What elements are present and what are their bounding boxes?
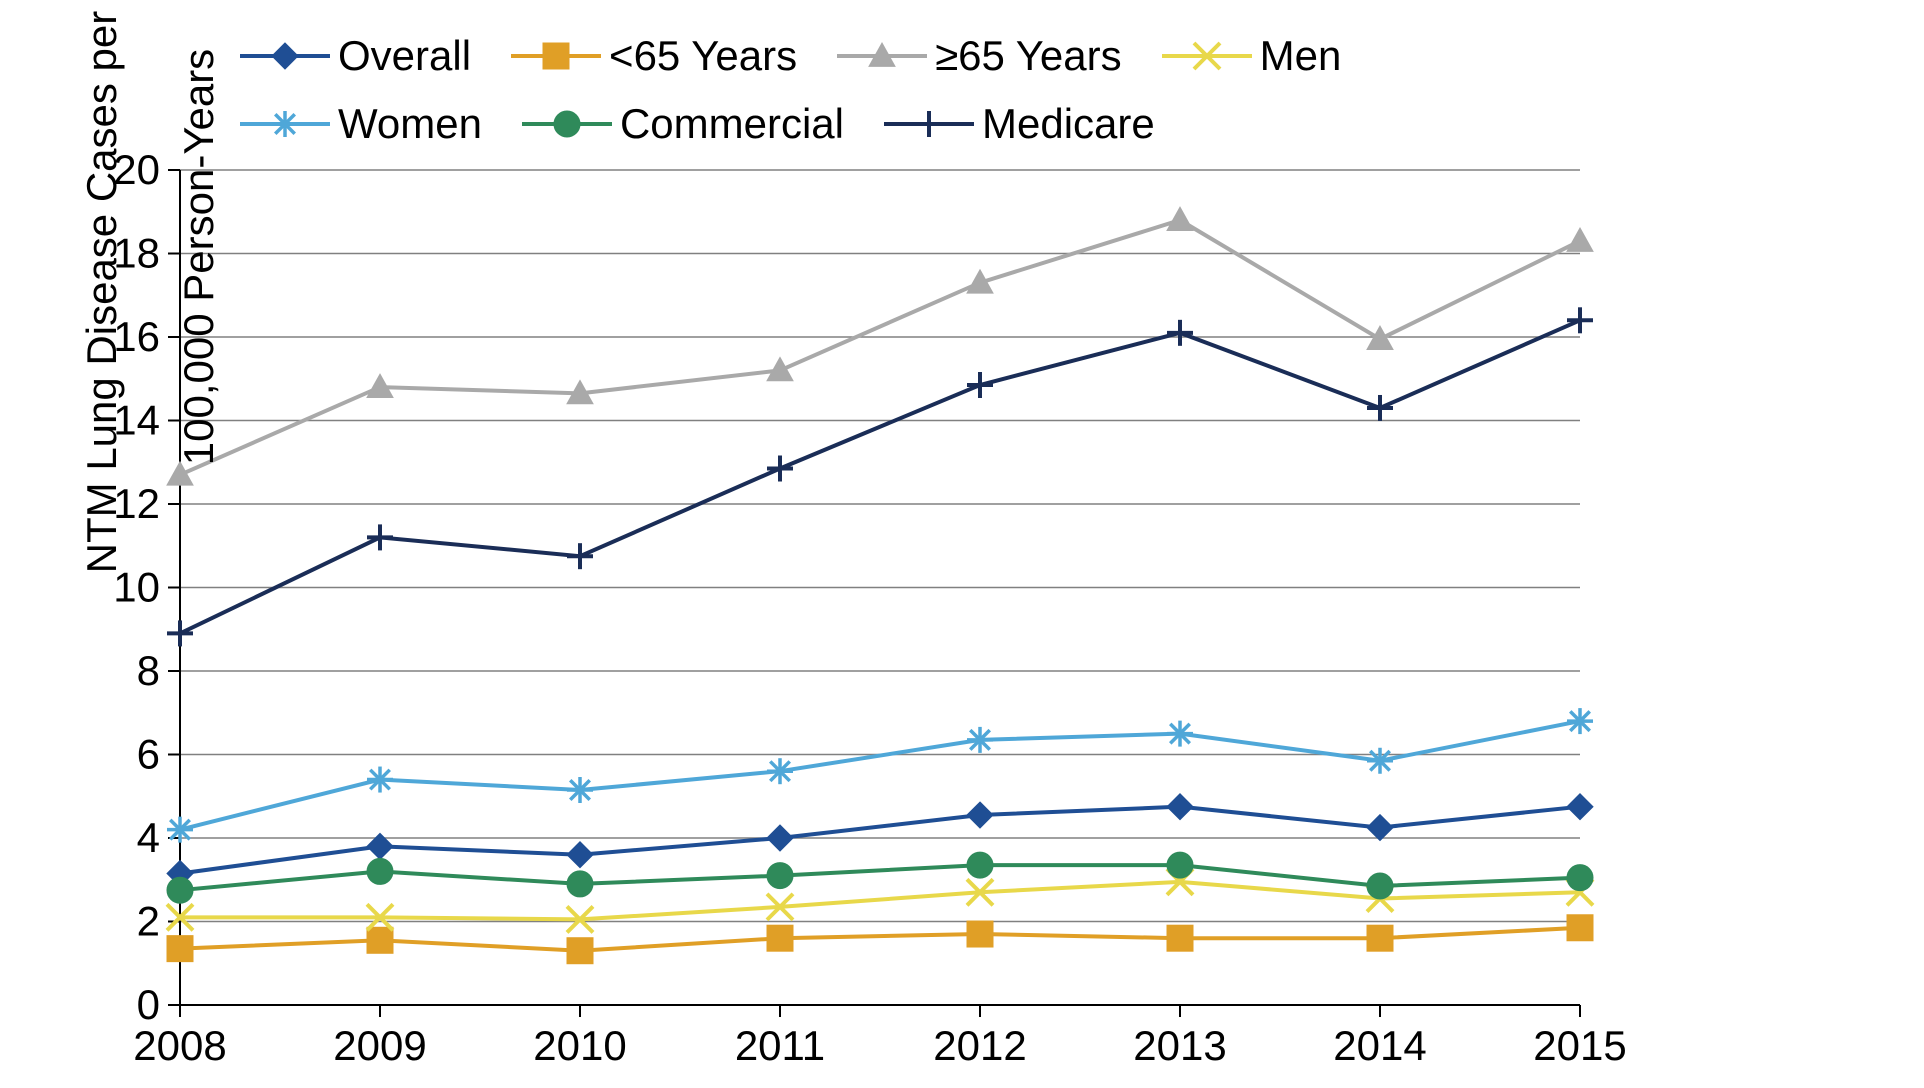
legend-item: Women	[240, 100, 482, 148]
y-tick-label: 6	[137, 731, 160, 778]
y-axis-label-line1: NTM Lung Disease Cases per	[78, 11, 125, 574]
x-tick-label: 2011	[735, 1022, 825, 1069]
legend-label: Medicare	[982, 100, 1155, 148]
x-tick-label: 2012	[933, 1022, 1026, 1069]
legend-swatch-icon	[522, 104, 612, 144]
legend-row-2: Women Commercial Medicare	[240, 100, 1155, 148]
series--65-years	[167, 207, 1593, 485]
y-axis-label: NTM Lung Disease Cases per 100,000 Perso…	[30, 11, 271, 620]
legend-label: <65 Years	[609, 32, 797, 80]
legend-item: Men	[1162, 32, 1342, 80]
y-tick-label: 4	[137, 814, 160, 861]
x-tick-label: 2014	[1333, 1022, 1426, 1069]
x-tick-label: 2010	[533, 1022, 626, 1069]
y-axis-label-line2: 100,000 Person-Years	[175, 49, 222, 465]
legend-label: Overall	[338, 32, 471, 80]
legend-swatch-icon	[1162, 36, 1252, 76]
legend-item: <65 Years	[511, 32, 797, 80]
legend-swatch-icon	[511, 36, 601, 76]
legend-item: ≥65 Years	[837, 32, 1122, 80]
series-medicare	[167, 307, 1593, 646]
legend-label: Commercial	[620, 100, 844, 148]
legend-swatch-icon	[837, 36, 927, 76]
legend-swatch-icon	[240, 104, 330, 144]
x-tick-label: 2013	[1133, 1022, 1226, 1069]
legend-item: Commercial	[522, 100, 844, 148]
legend-item: Overall	[240, 32, 471, 80]
legend-row-1: Overall <65 Years ≥65 Years Men	[240, 32, 1341, 80]
legend-label: Men	[1260, 32, 1342, 80]
legend-swatch-icon	[240, 36, 330, 76]
legend-item: Medicare	[884, 100, 1155, 148]
series-commercial	[167, 852, 1593, 903]
y-tick-label: 2	[137, 898, 160, 945]
y-tick-label: 8	[137, 647, 160, 694]
x-tick-label: 2009	[333, 1022, 426, 1069]
legend-swatch-icon	[884, 104, 974, 144]
y-tick-label: 0	[137, 981, 160, 1028]
x-tick-label: 2008	[133, 1022, 226, 1069]
x-tick-label: 2015	[1533, 1022, 1626, 1069]
line-chart: NTM Lung Disease Cases per 100,000 Perso…	[0, 0, 1924, 1088]
legend-label: ≥65 Years	[935, 32, 1122, 80]
chart-svg: 0246810121416182020082009201020112012201…	[0, 0, 1924, 1088]
legend-label: Women	[338, 100, 482, 148]
